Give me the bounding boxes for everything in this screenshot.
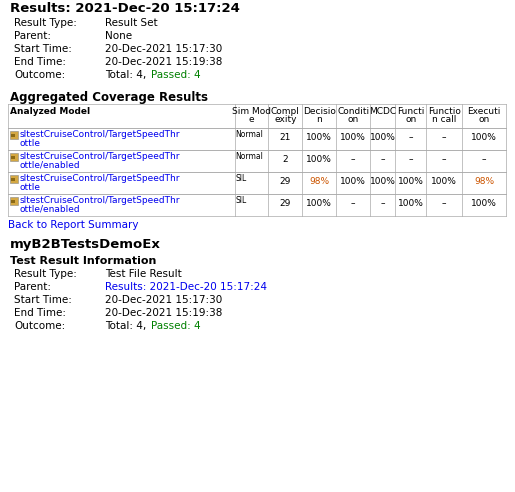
Text: Parent:: Parent: bbox=[14, 31, 51, 41]
Text: on: on bbox=[478, 115, 490, 124]
Text: –: – bbox=[442, 199, 447, 208]
Text: ottle/enabled: ottle/enabled bbox=[20, 161, 81, 170]
Text: 100%: 100% bbox=[370, 133, 396, 142]
FancyBboxPatch shape bbox=[11, 156, 15, 159]
Text: 100%: 100% bbox=[471, 133, 497, 142]
Text: e: e bbox=[249, 115, 254, 124]
Text: Normal: Normal bbox=[235, 130, 264, 139]
Text: Test Result Information: Test Result Information bbox=[10, 256, 157, 266]
Text: 100%: 100% bbox=[306, 199, 332, 208]
Text: –: – bbox=[408, 133, 413, 142]
FancyBboxPatch shape bbox=[10, 153, 18, 161]
Text: sltestCruiseControl/TargetSpeedThr: sltestCruiseControl/TargetSpeedThr bbox=[20, 174, 180, 183]
Text: –: – bbox=[442, 155, 447, 164]
Text: 21: 21 bbox=[280, 133, 291, 142]
FancyBboxPatch shape bbox=[10, 175, 18, 183]
Text: –: – bbox=[380, 155, 385, 164]
Text: MCDC: MCDC bbox=[369, 107, 396, 116]
Text: 100%: 100% bbox=[306, 155, 332, 164]
Text: 20-Dec-2021 15:17:30: 20-Dec-2021 15:17:30 bbox=[105, 44, 222, 54]
Text: 20-Dec-2021 15:19:38: 20-Dec-2021 15:19:38 bbox=[105, 308, 222, 318]
Text: 20-Dec-2021 15:19:38: 20-Dec-2021 15:19:38 bbox=[105, 57, 222, 67]
Text: sltestCruiseControl/TargetSpeedThr: sltestCruiseControl/TargetSpeedThr bbox=[20, 196, 180, 205]
Text: 100%: 100% bbox=[398, 199, 423, 208]
Text: Result Type:: Result Type: bbox=[14, 269, 77, 279]
Text: Outcome:: Outcome: bbox=[14, 70, 65, 80]
Text: –: – bbox=[351, 199, 355, 208]
Text: 100%: 100% bbox=[306, 133, 332, 142]
Text: Passed: 4: Passed: 4 bbox=[151, 70, 201, 80]
Text: Start Time:: Start Time: bbox=[14, 295, 72, 305]
Text: 29: 29 bbox=[280, 177, 291, 186]
Text: Result Set: Result Set bbox=[105, 18, 158, 28]
Text: on: on bbox=[348, 115, 359, 124]
Text: Conditi: Conditi bbox=[337, 107, 369, 116]
Text: Results: 2021-Dec-20 15:17:24: Results: 2021-Dec-20 15:17:24 bbox=[105, 282, 267, 292]
Text: End Time:: End Time: bbox=[14, 57, 66, 67]
FancyBboxPatch shape bbox=[10, 131, 18, 139]
FancyBboxPatch shape bbox=[11, 134, 15, 137]
Text: –: – bbox=[408, 155, 413, 164]
Text: Total: 4,: Total: 4, bbox=[105, 70, 149, 80]
Text: ottle: ottle bbox=[20, 139, 41, 148]
Text: 2: 2 bbox=[283, 155, 288, 164]
Text: exity: exity bbox=[274, 115, 297, 124]
Text: Aggregated Coverage Results: Aggregated Coverage Results bbox=[10, 91, 208, 104]
FancyBboxPatch shape bbox=[11, 178, 15, 181]
Text: Decisio: Decisio bbox=[303, 107, 336, 116]
Text: Normal: Normal bbox=[235, 152, 264, 161]
Text: myB2BTestsDemoEx: myB2BTestsDemoEx bbox=[10, 238, 161, 251]
Text: Sim Mod: Sim Mod bbox=[232, 107, 271, 116]
Text: sltestCruiseControl/TargetSpeedThr: sltestCruiseControl/TargetSpeedThr bbox=[20, 152, 180, 161]
Text: ottle/enabled: ottle/enabled bbox=[20, 205, 81, 214]
FancyBboxPatch shape bbox=[11, 200, 15, 203]
Text: SIL: SIL bbox=[235, 174, 247, 183]
Text: 98%: 98% bbox=[309, 177, 329, 186]
Text: –: – bbox=[380, 199, 385, 208]
Text: SIL: SIL bbox=[235, 196, 247, 205]
Text: Test File Result: Test File Result bbox=[105, 269, 182, 279]
Text: –: – bbox=[442, 133, 447, 142]
Text: Passed: 4: Passed: 4 bbox=[151, 321, 201, 331]
Text: Functio: Functio bbox=[428, 107, 461, 116]
Text: 20-Dec-2021 15:17:30: 20-Dec-2021 15:17:30 bbox=[105, 295, 222, 305]
Text: 100%: 100% bbox=[340, 133, 366, 142]
Text: 100%: 100% bbox=[431, 177, 457, 186]
Text: Result Type:: Result Type: bbox=[14, 18, 77, 28]
Text: on: on bbox=[405, 115, 416, 124]
Text: 98%: 98% bbox=[474, 177, 494, 186]
Text: Start Time:: Start Time: bbox=[14, 44, 72, 54]
Text: Compl: Compl bbox=[271, 107, 300, 116]
Text: End Time:: End Time: bbox=[14, 308, 66, 318]
Text: Outcome:: Outcome: bbox=[14, 321, 65, 331]
FancyBboxPatch shape bbox=[10, 197, 18, 205]
Text: ottle: ottle bbox=[20, 183, 41, 192]
Text: Functi: Functi bbox=[397, 107, 424, 116]
Text: Results: 2021-Dec-20 15:17:24: Results: 2021-Dec-20 15:17:24 bbox=[10, 2, 240, 15]
Text: 100%: 100% bbox=[340, 177, 366, 186]
Text: 100%: 100% bbox=[370, 177, 396, 186]
Text: None: None bbox=[105, 31, 132, 41]
Text: 29: 29 bbox=[280, 199, 291, 208]
Text: 100%: 100% bbox=[398, 177, 423, 186]
Text: Back to Report Summary: Back to Report Summary bbox=[8, 220, 139, 230]
Text: –: – bbox=[482, 155, 486, 164]
Text: 100%: 100% bbox=[471, 199, 497, 208]
Text: Executi: Executi bbox=[468, 107, 501, 116]
Text: sltestCruiseControl/TargetSpeedThr: sltestCruiseControl/TargetSpeedThr bbox=[20, 130, 180, 139]
Text: Parent:: Parent: bbox=[14, 282, 51, 292]
Text: n call: n call bbox=[432, 115, 456, 124]
Text: Total: 4,: Total: 4, bbox=[105, 321, 149, 331]
Text: n: n bbox=[316, 115, 322, 124]
Text: –: – bbox=[351, 155, 355, 164]
Text: Analyzed Model: Analyzed Model bbox=[10, 107, 90, 116]
